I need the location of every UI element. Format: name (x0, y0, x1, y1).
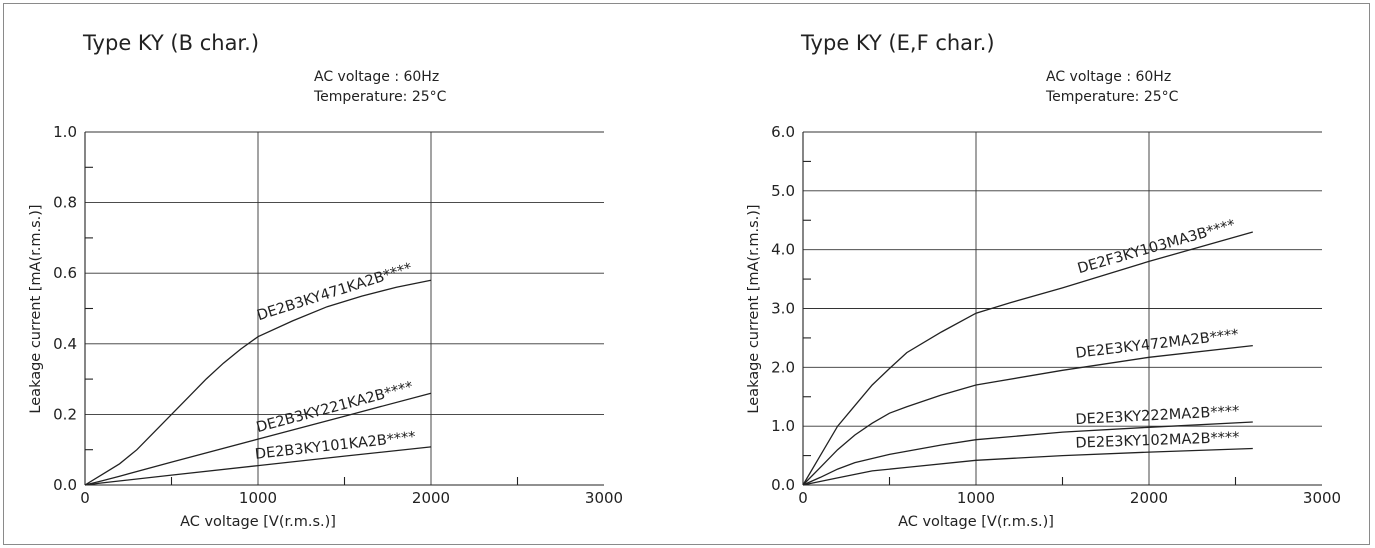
y-tick-label: 0.8 (53, 194, 77, 212)
condition-ac-voltage: AC voltage : 60Hz (314, 69, 439, 85)
chart-title: Type KY (E,F char.) (800, 31, 995, 55)
x-tick-label: 3000 (1303, 489, 1341, 507)
chart-type-ky-ef: Type KY (E,F char.) AC voltage : 60Hz Te… (746, 31, 1341, 530)
series-line (84, 446, 432, 486)
x-tick-label: 1000 (239, 489, 277, 507)
y-tick-label: 6.0 (771, 123, 795, 141)
x-tick-label: 1000 (957, 489, 995, 507)
series-label: DE2B3KY221KA2B**** (255, 379, 415, 436)
series-line (802, 421, 1253, 486)
series-line (84, 392, 432, 486)
x-tick-label: 3000 (585, 489, 623, 507)
y-tick-label: 3.0 (771, 300, 795, 318)
y-tick-label: 0.4 (53, 335, 77, 353)
series-label: DE2E3KY102MA2B**** (1075, 430, 1240, 452)
x-tick-label: 0 (798, 489, 808, 507)
y-tick-label: 1.0 (53, 123, 77, 141)
figure-frame (3, 3, 1370, 545)
x-tick-label: 0 (80, 489, 90, 507)
series-line (802, 231, 1253, 486)
plot-area: 0.0 1.0 2.0 3.0 4.0 5.0 6.0 0 1000 2000 3000 DE2F3K… (771, 123, 1341, 507)
series-line (84, 279, 432, 486)
y-axis-label: Leakage current [mA(r.m.s.)] (746, 204, 762, 413)
condition-temperature: Temperature: 25°C (313, 89, 447, 105)
x-axis-label: AC voltage [V(r.m.s.)] (180, 514, 336, 530)
y-axis-label: Leakage current [mA(r.m.s.)] (28, 204, 44, 413)
series-label: DE2B3KY471KA2B**** (255, 260, 414, 324)
condition-ac-voltage: AC voltage : 60Hz (1046, 69, 1171, 85)
x-axis-label: AC voltage [V(r.m.s.)] (898, 514, 1054, 530)
plot-area: 0.0 0.2 0.4 0.6 0.8 1.0 0 1000 2000 3000 DE2B3KY47… (53, 123, 623, 507)
series-label: DE2F3KY103MA3B**** (1076, 217, 1237, 277)
chart-title: Type KY (B char.) (82, 31, 259, 55)
chart-type-ky-b: Type KY (B char.) AC voltage : 60Hz Temp… (28, 31, 623, 530)
y-tick-label: 0.2 (53, 405, 77, 423)
x-tick-label: 2000 (1130, 489, 1168, 507)
y-tick-label: 2.0 (771, 358, 795, 376)
y-tick-label: 5.0 (771, 182, 795, 200)
y-tick-label: 0.0 (771, 476, 795, 494)
y-tick-label: 4.0 (771, 241, 795, 259)
y-tick-label: 0.6 (53, 264, 77, 282)
y-tick-label: 1.0 (771, 417, 795, 435)
series-line (802, 344, 1253, 486)
condition-temperature: Temperature: 25°C (1045, 89, 1179, 105)
x-tick-label: 2000 (412, 489, 450, 507)
y-tick-label: 0.0 (53, 476, 77, 494)
series-line (802, 447, 1253, 486)
